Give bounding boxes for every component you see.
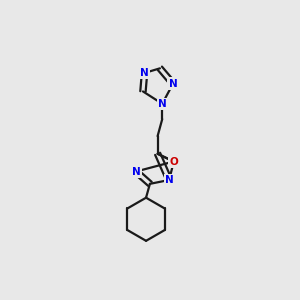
Text: N: N [140, 68, 149, 78]
Text: N: N [132, 167, 140, 176]
Text: N: N [158, 99, 167, 109]
Text: O: O [169, 157, 178, 166]
Text: N: N [169, 79, 177, 89]
Text: N: N [165, 175, 173, 185]
